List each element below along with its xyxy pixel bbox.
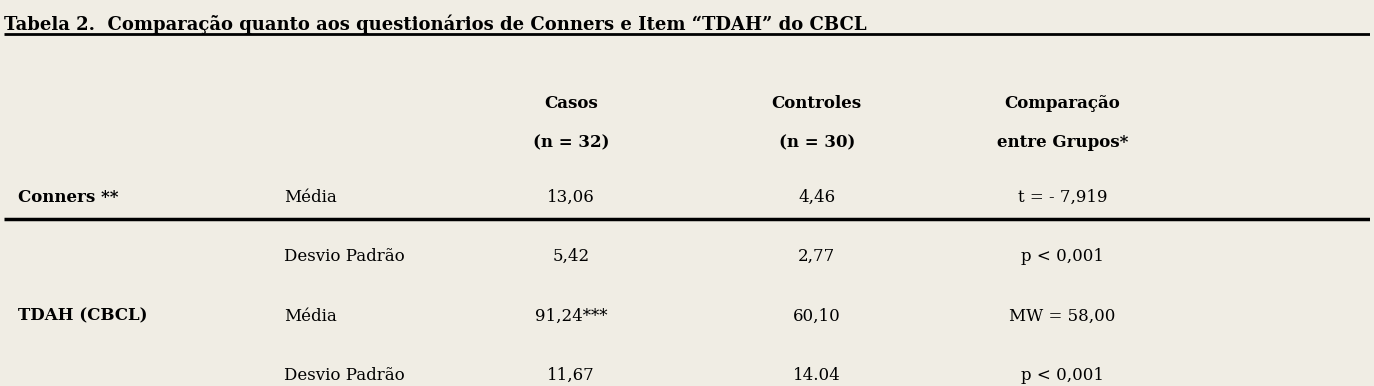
Text: Desvio Padrão: Desvio Padrão	[284, 367, 405, 384]
Text: MW = 58,00: MW = 58,00	[1010, 308, 1116, 325]
Text: Tabela 2.  Comparação quanto aos questionários de Conners e Item “TDAH” do CBCL: Tabela 2. Comparação quanto aos question…	[4, 15, 867, 34]
Text: 60,10: 60,10	[793, 308, 841, 325]
Text: Casos

(n = 32): Casos (n = 32)	[533, 95, 609, 151]
Text: Comparação

entre Grupos*: Comparação entre Grupos*	[998, 95, 1128, 151]
Text: 13,06: 13,06	[547, 189, 595, 206]
Text: TDAH (CBCL): TDAH (CBCL)	[18, 308, 147, 325]
Text: Conners **: Conners **	[18, 189, 118, 206]
Text: p < 0,001: p < 0,001	[1021, 367, 1105, 384]
Text: Média: Média	[284, 308, 337, 325]
Text: p < 0,001: p < 0,001	[1021, 248, 1105, 265]
Text: 4,46: 4,46	[798, 189, 835, 206]
Text: Controles

(n = 30): Controles (n = 30)	[772, 95, 861, 151]
Text: Média: Média	[284, 189, 337, 206]
Text: 5,42: 5,42	[552, 248, 589, 265]
Text: 11,67: 11,67	[547, 367, 595, 384]
Text: t = - 7,919: t = - 7,919	[1018, 189, 1107, 206]
Text: 2,77: 2,77	[798, 248, 835, 265]
Text: Desvio Padrão: Desvio Padrão	[284, 248, 405, 265]
Text: 14.04: 14.04	[793, 367, 841, 384]
Text: 91,24***: 91,24***	[534, 308, 607, 325]
